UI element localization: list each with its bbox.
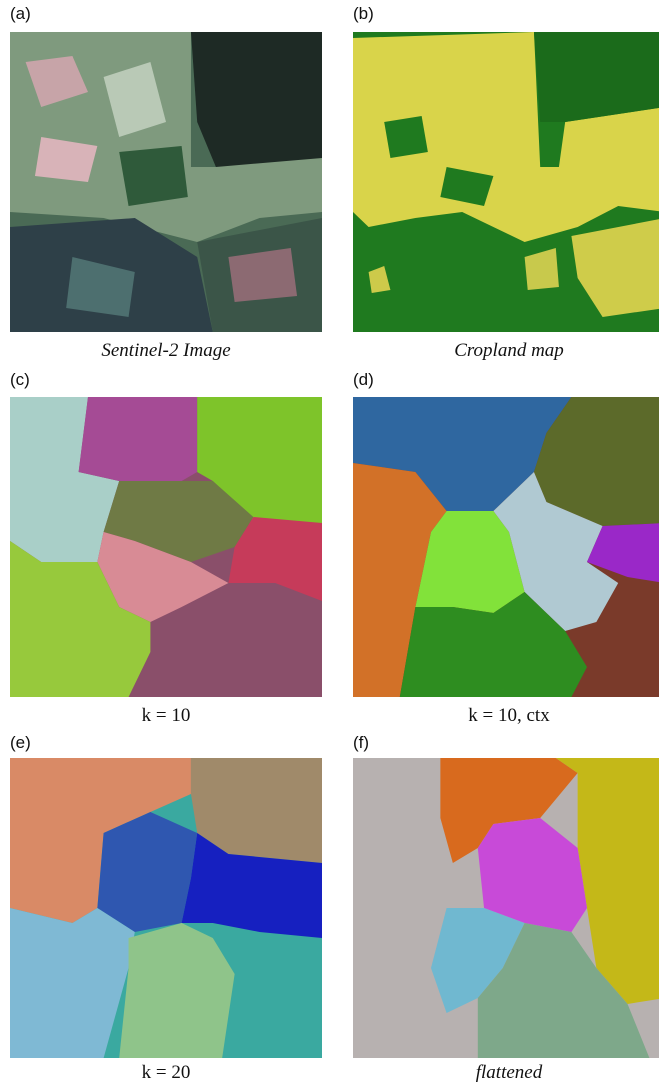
satellite-image <box>10 32 322 332</box>
panel-caption: k = 10 <box>10 705 322 727</box>
cropland-map <box>353 32 659 332</box>
panel-label: (a) <box>10 4 31 24</box>
panel-caption: k = 10, ctx <box>353 705 659 727</box>
figure: {"panels": [ {"label": "(a)", "caption":… <box>0 0 659 1086</box>
panel-label: (d) <box>353 370 374 390</box>
panel-caption: Sentinel-2 Image <box>10 340 322 362</box>
segmentation-k20 <box>10 758 322 1058</box>
segmentation-k10 <box>10 397 322 697</box>
segmentation-flattened <box>353 758 659 1058</box>
panel-label: (c) <box>10 370 30 390</box>
panel-caption: k = 20 <box>10 1062 322 1084</box>
panel-label: (b) <box>353 4 374 24</box>
panel-caption: flattened <box>353 1062 659 1084</box>
segmentation-k10-ctx <box>353 397 659 697</box>
panel-caption: Cropland map <box>353 340 659 362</box>
panel-label: (f) <box>353 733 369 753</box>
panel-label: (e) <box>10 733 31 753</box>
